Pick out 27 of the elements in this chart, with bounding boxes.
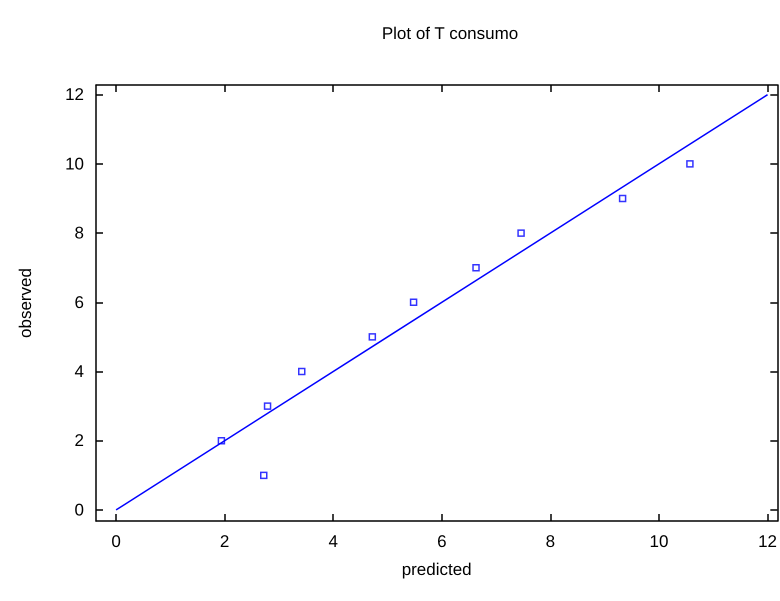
- y-tick-label: 10: [65, 154, 84, 174]
- y-tick-label: 8: [74, 224, 84, 243]
- x-axis-title: predicted: [402, 560, 472, 579]
- x-tick-label: 0: [111, 532, 121, 551]
- point: [264, 402, 272, 410]
- y-tick-label: 6: [74, 292, 84, 312]
- y-tick-label: 12: [65, 85, 84, 104]
- y-tick-label: 4: [74, 362, 84, 382]
- point: [517, 229, 525, 237]
- x-tick-label: 2: [220, 532, 230, 551]
- x-tick-label: 8: [546, 532, 556, 551]
- point: [686, 160, 694, 168]
- point: [218, 436, 226, 444]
- point: [618, 194, 626, 202]
- point: [368, 333, 376, 341]
- point: [260, 472, 268, 480]
- y-tick-label: 0: [74, 500, 84, 520]
- point: [298, 368, 306, 376]
- x-tick-label: 4: [328, 532, 338, 551]
- point: [472, 264, 480, 272]
- y-axis-title: observed: [16, 268, 35, 338]
- y-tick-label: 2: [74, 431, 84, 450]
- x-tick-label: 10: [650, 532, 668, 551]
- x-tick-label: 6: [437, 532, 447, 551]
- chart-title: Plot of T consumo: [382, 24, 518, 43]
- x-tick-label: 12: [758, 532, 778, 551]
- point: [410, 298, 418, 306]
